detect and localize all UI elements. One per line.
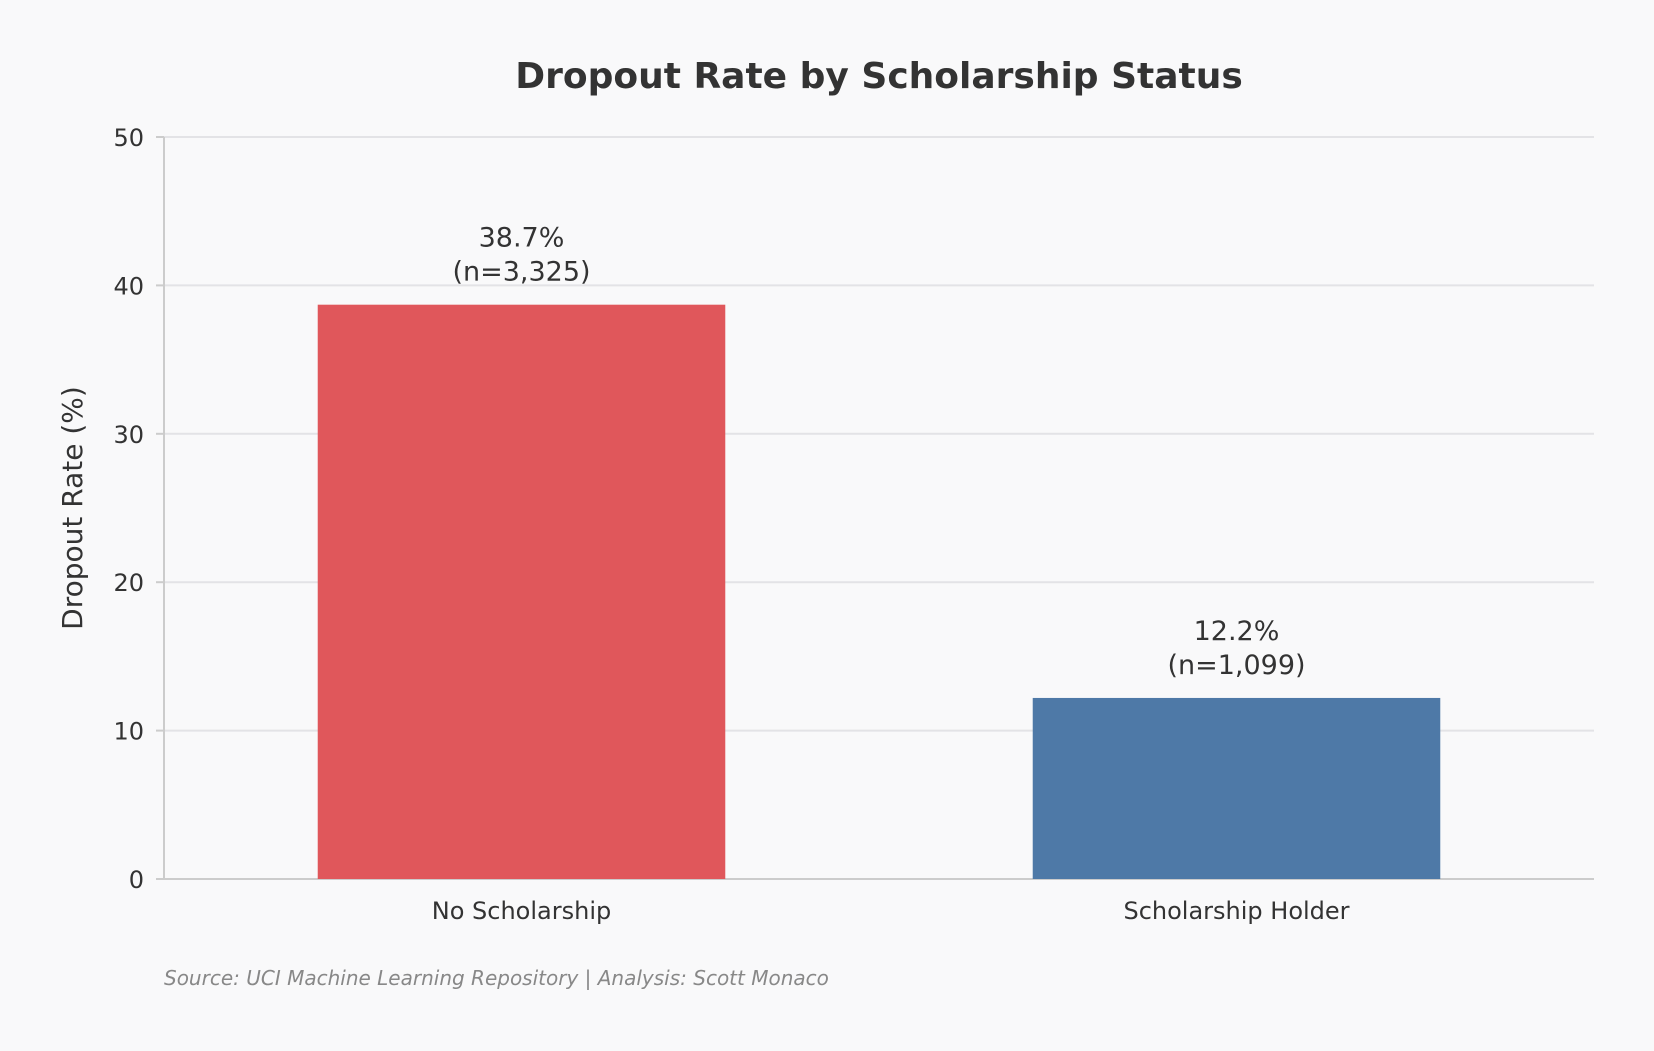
- x-tick-labels: No Scholarship Scholarship Holder: [432, 897, 1350, 925]
- chart-title: Dropout Rate by Scholarship Status: [515, 56, 1243, 97]
- data-label-count: (n=3,325): [452, 257, 590, 288]
- y-tick-label: 0: [129, 866, 144, 894]
- y-tick-label: 40: [113, 272, 144, 300]
- bar-2: [1032, 697, 1441, 879]
- y-tick-label: 10: [113, 718, 144, 746]
- y-tick-label: 20: [113, 569, 144, 597]
- data-labels: 38.7%(n=3,325) 12.2%(n=1,099): [452, 223, 1305, 681]
- bar-1: [317, 304, 726, 879]
- y-tick-label: 30: [113, 421, 144, 449]
- bars: [317, 304, 1441, 879]
- x-tick-label: No Scholarship: [432, 897, 611, 925]
- y-axis-label: Dropout Rate (%): [56, 386, 89, 630]
- data-label-count: (n=1,099): [1167, 650, 1305, 681]
- y-tick-labels: 0 10 20 30 40 50: [113, 124, 144, 894]
- data-label-value: 12.2%: [1194, 616, 1280, 647]
- y-tick-label: 50: [113, 124, 144, 152]
- source-note: Source: UCI Machine Learning Repository …: [164, 966, 829, 990]
- x-tick-label: Scholarship Holder: [1123, 897, 1349, 925]
- data-label-value: 38.7%: [479, 223, 565, 254]
